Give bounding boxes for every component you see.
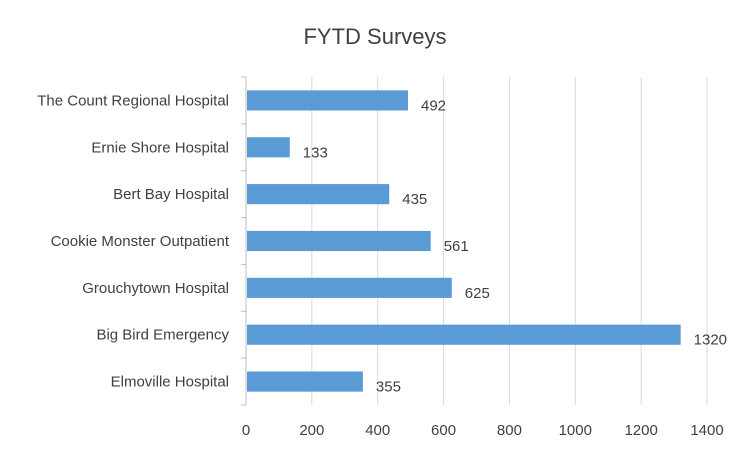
y-category-label: The Count Regional Hospital (37, 92, 229, 109)
y-category-label: Grouchytown Hospital (82, 280, 229, 297)
axes (241, 76, 247, 406)
x-tick-label: 0 (242, 422, 250, 439)
bar-value-label: 1320 (694, 332, 727, 349)
chart-title: FYTD Surveys (303, 24, 446, 49)
bar (247, 184, 390, 205)
x-tick-label: 200 (299, 422, 324, 439)
x-tick-label: 1400 (690, 422, 723, 439)
bar (247, 277, 452, 298)
y-category-label: Elmoville Hospital (111, 374, 229, 391)
bar (247, 90, 409, 111)
x-tick-label: 800 (497, 422, 522, 439)
bar (247, 137, 290, 158)
bar (247, 324, 681, 345)
y-category-label: Big Bird Emergency (96, 327, 229, 344)
y-category-label: Bert Bay Hospital (113, 186, 229, 203)
y-category-label: Ernie Shore Hospital (91, 139, 229, 156)
y-category-label: Cookie Monster Outpatient (51, 233, 230, 250)
bar-value-label: 435 (402, 191, 427, 208)
bar-value-label: 355 (376, 379, 401, 396)
bar-value-label: 625 (465, 285, 490, 302)
x-tick-label: 1000 (559, 422, 592, 439)
gridlines (311, 77, 708, 405)
labels: 0 200 400 600 800 1000 1200 1400 The Count Regio… (37, 92, 727, 439)
bar (247, 371, 363, 392)
bars (247, 90, 681, 392)
bar (247, 230, 431, 252)
bar-value-label: 133 (303, 144, 328, 161)
x-tick-label: 600 (431, 422, 456, 439)
x-tick-label: 400 (365, 422, 390, 439)
x-tick-label: 1200 (624, 422, 657, 439)
bar-value-label: 492 (421, 97, 446, 114)
bar-value-label: 561 (444, 238, 469, 255)
